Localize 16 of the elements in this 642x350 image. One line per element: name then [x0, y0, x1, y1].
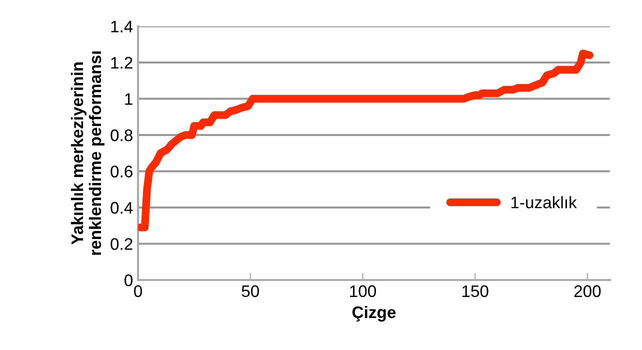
x-tick-label: 150 — [462, 285, 488, 298]
y-tick-label: 0 — [124, 274, 133, 286]
y-tick-label: 0.6 — [110, 166, 132, 178]
y-tick-label: 0.2 — [110, 238, 132, 250]
y-tick-label: 1.4 — [111, 20, 133, 32]
x-tick-label: 0 — [134, 285, 142, 298]
y-tick-label: 0.4 — [110, 202, 133, 214]
y-tick-label: 1 — [125, 93, 132, 105]
x-tick-label: 50 — [242, 285, 259, 298]
x-tick-label: 200 — [574, 285, 601, 298]
y-tick-label: 0.8 — [110, 129, 132, 142]
x-tick-label: 100 — [350, 285, 376, 298]
y-axis-title: Yakınlık merkeziyerinin renklendirme performansı — [70, 51, 104, 255]
y-tick-label: 1.2 — [111, 56, 132, 69]
x-axis-title: Çizge — [352, 306, 396, 322]
legend-label: 1-uzaklık — [511, 196, 577, 208]
